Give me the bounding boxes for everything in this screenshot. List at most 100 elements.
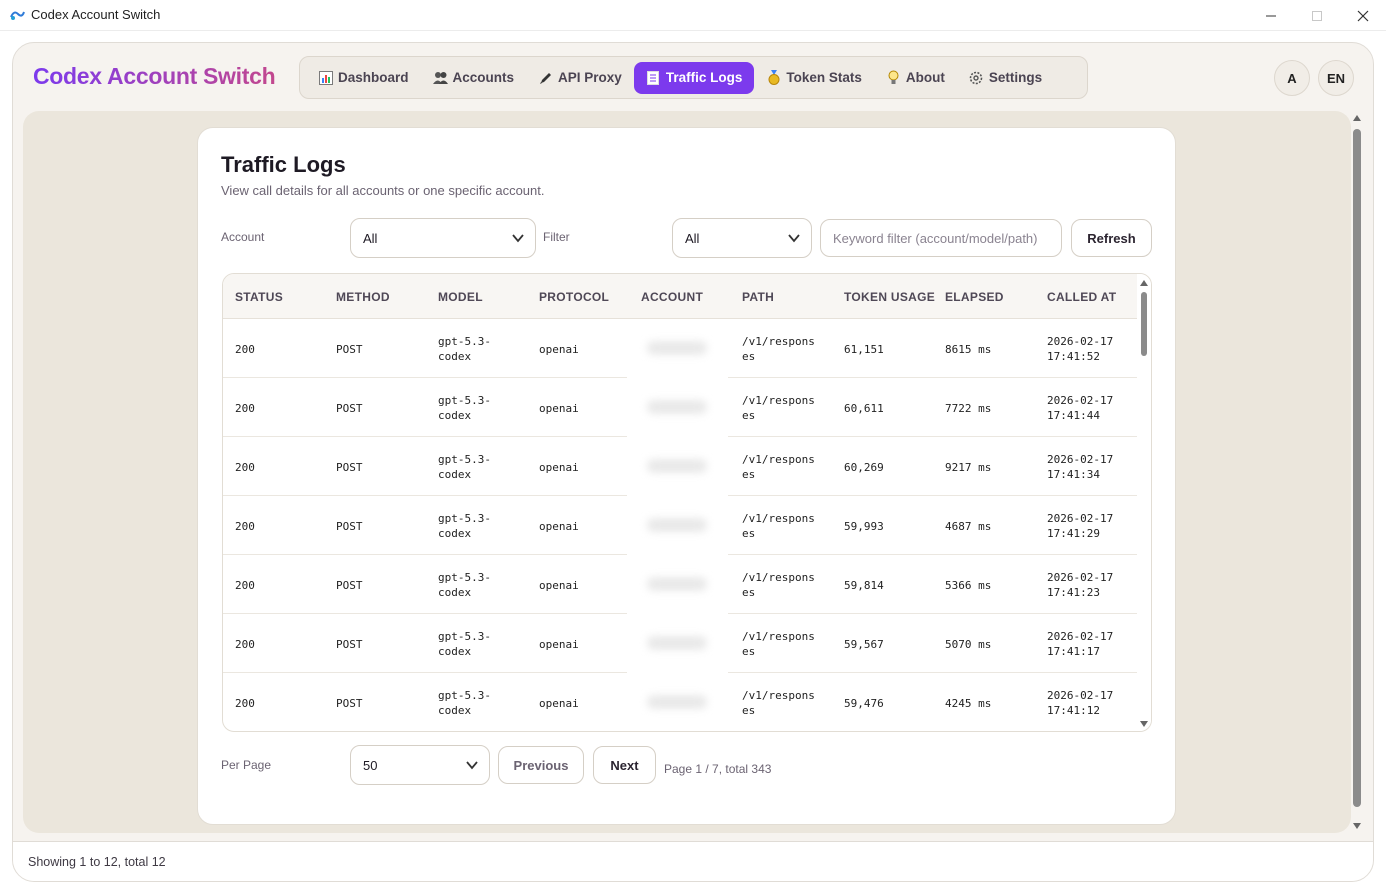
- table-row[interactable]: 200 POST gpt-5.3- codex openai /v1/respo…: [223, 319, 1137, 378]
- model-cell-cont: codex: [438, 704, 472, 717]
- called-at-date: 2026-02-17: [1047, 394, 1114, 407]
- maximize-icon: [1312, 10, 1322, 21]
- method-cell: POST: [336, 638, 363, 651]
- called-at-date: 2026-02-17: [1047, 512, 1114, 525]
- per-page-select[interactable]: 50: [350, 745, 490, 785]
- table-row[interactable]: 200 POST gpt-5.3- codex openai /v1/respo…: [223, 614, 1137, 673]
- path-cell-cont: es: [742, 468, 756, 481]
- table-row[interactable]: 200 POST gpt-5.3- codex openai /v1/respo…: [223, 437, 1137, 496]
- tab-traffic-logs[interactable]: Traffic Logs: [633, 61, 755, 94]
- path-cell-cont: es: [742, 350, 756, 363]
- page-scrollbar[interactable]: [1351, 113, 1365, 835]
- column-header: MODEL: [438, 290, 483, 304]
- column-header: ACCOUNT: [641, 290, 704, 304]
- token-usage-cell: 59,567: [844, 638, 884, 651]
- filter-select[interactable]: All: [672, 218, 812, 258]
- table-row[interactable]: 200 POST gpt-5.3- codex openai /v1/respo…: [223, 673, 1137, 731]
- language-button[interactable]: EN: [1318, 60, 1354, 96]
- model-cell: gpt-5.3-: [438, 512, 491, 525]
- method-cell: POST: [336, 461, 363, 474]
- status-bar: Showing 1 to 12, total 12: [13, 841, 1373, 881]
- path-cell: /v1/respons: [742, 335, 815, 348]
- previous-button[interactable]: Previous: [498, 746, 584, 784]
- protocol-cell: openai: [539, 461, 579, 474]
- account-select[interactable]: All: [350, 218, 536, 258]
- model-cell: gpt-5.3-: [438, 335, 491, 348]
- document-icon: [646, 70, 661, 85]
- table-row[interactable]: 200 POST gpt-5.3- codex openai /v1/respo…: [223, 555, 1137, 614]
- path-cell: /v1/respons: [742, 394, 815, 407]
- window-titlebar: Codex Account Switch: [0, 0, 1386, 31]
- method-cell: POST: [336, 343, 363, 356]
- scroll-down-icon[interactable]: [1140, 721, 1148, 727]
- account-select-value: All: [363, 230, 378, 246]
- traffic-logs-table: STATUS METHOD MODEL PROTOCOL ACCOUNT PAT…: [222, 273, 1152, 732]
- table-row[interactable]: 200 POST gpt-5.3- codex openai /v1/respo…: [223, 496, 1137, 555]
- method-cell: POST: [336, 520, 363, 533]
- called-at-date: 2026-02-17: [1047, 335, 1114, 348]
- tab-settings[interactable]: Settings: [957, 62, 1054, 94]
- token-usage-cell: 61,151: [844, 343, 884, 356]
- keyword-filter-input[interactable]: Keyword filter (account/model/path): [820, 219, 1062, 257]
- token-usage-cell: 60,611: [844, 402, 884, 415]
- table-scrollbar[interactable]: [1137, 274, 1151, 731]
- tab-label: Traffic Logs: [665, 70, 743, 85]
- app-frame: Codex Account Switch Dashboard Accounts …: [12, 42, 1374, 882]
- window-title: Codex Account Switch: [31, 7, 161, 22]
- account-cell-redacted: [627, 614, 728, 673]
- close-button[interactable]: [1340, 0, 1386, 31]
- scroll-up-icon[interactable]: [1140, 280, 1148, 286]
- column-header: STATUS: [235, 290, 284, 304]
- elapsed-cell: 4245 ms: [945, 697, 992, 710]
- next-button[interactable]: Next: [593, 746, 656, 784]
- elapsed-cell: 9217 ms: [945, 461, 992, 474]
- model-cell: gpt-5.3-: [438, 394, 491, 407]
- tab-label: Accounts: [452, 70, 515, 85]
- status-cell: 200: [235, 638, 255, 651]
- tab-label: Dashboard: [338, 70, 409, 85]
- tab-token-stats[interactable]: Token Stats: [754, 62, 874, 94]
- protocol-cell: openai: [539, 579, 579, 592]
- column-header: METHOD: [336, 290, 390, 304]
- status-text: Showing 1 to 12, total 12: [28, 855, 166, 869]
- status-cell: 200: [235, 697, 255, 710]
- table-scrollbar-thumb[interactable]: [1141, 292, 1147, 356]
- tab-about[interactable]: About: [874, 62, 957, 94]
- column-header: CALLED AT: [1047, 290, 1117, 304]
- column-header: PATH: [742, 290, 775, 304]
- tab-dashboard[interactable]: Dashboard: [306, 62, 421, 94]
- elapsed-cell: 5366 ms: [945, 579, 992, 592]
- table-row[interactable]: 200 POST gpt-5.3- codex openai /v1/respo…: [223, 378, 1137, 437]
- minimize-button[interactable]: [1248, 0, 1294, 31]
- model-cell-cont: codex: [438, 468, 472, 481]
- called-at-date: 2026-02-17: [1047, 689, 1114, 702]
- theme-button[interactable]: A: [1274, 60, 1310, 96]
- path-cell: /v1/respons: [742, 453, 815, 466]
- tab-api-proxy[interactable]: API Proxy: [526, 62, 634, 94]
- brand-title: Codex Account Switch: [33, 63, 276, 89]
- per-page-label: Per Page: [221, 758, 272, 772]
- chevron-down-icon: [466, 761, 478, 770]
- protocol-cell: openai: [539, 402, 579, 415]
- scroll-down-icon[interactable]: [1353, 823, 1361, 829]
- path-cell-cont: es: [742, 409, 756, 422]
- tab-label: Token Stats: [786, 70, 862, 85]
- scroll-up-icon[interactable]: [1353, 115, 1361, 121]
- account-cell-redacted: [627, 437, 728, 496]
- protocol-cell: openai: [539, 343, 579, 356]
- maximize-button[interactable]: [1294, 0, 1340, 31]
- path-cell-cont: es: [742, 645, 756, 658]
- protocol-cell: openai: [539, 638, 579, 651]
- scrollbar-thumb[interactable]: [1353, 129, 1361, 807]
- model-cell-cont: codex: [438, 527, 472, 540]
- model-cell-cont: codex: [438, 350, 472, 363]
- refresh-button[interactable]: Refresh: [1071, 219, 1152, 257]
- account-cell-redacted: [627, 555, 728, 614]
- table-header: STATUS METHOD MODEL PROTOCOL ACCOUNT PAT…: [223, 274, 1137, 319]
- path-cell: /v1/respons: [742, 512, 815, 525]
- called-at-time: 17:41:12: [1047, 704, 1100, 717]
- path-cell: /v1/respons: [742, 630, 815, 643]
- close-icon: [1357, 10, 1369, 21]
- tab-accounts[interactable]: Accounts: [421, 62, 527, 94]
- status-cell: 200: [235, 343, 255, 356]
